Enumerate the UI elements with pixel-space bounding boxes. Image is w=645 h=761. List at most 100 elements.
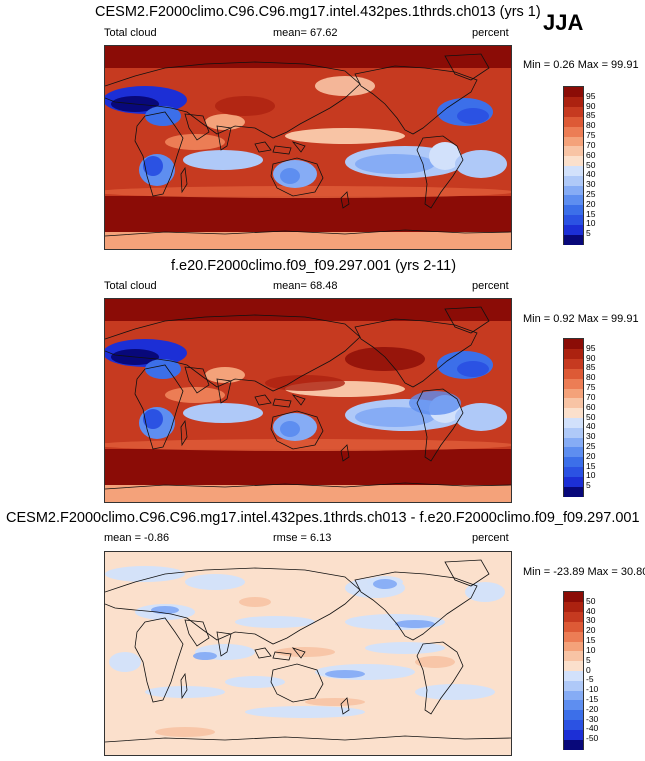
- colorbar-swatch: [564, 185, 583, 196]
- colorbar-swatch: [564, 437, 583, 448]
- colorbar-tick-label: 50: [586, 595, 596, 606]
- panel-3-title: CESM2.F2000climo.C96.C96.mg17.intel.432p…: [6, 510, 640, 526]
- panel-1-map: [104, 45, 512, 250]
- colorbar-tick-label: 30: [586, 615, 596, 626]
- colorbar-tick-label: 20: [586, 198, 596, 209]
- colorbar-swatch: [564, 368, 583, 379]
- colorbar-swatch: [564, 165, 583, 176]
- colorbar-tick-label: -40: [586, 723, 599, 734]
- panel-1-mean-label: mean= 67.62: [273, 27, 338, 39]
- colorbar-tick-label: 15: [586, 635, 596, 646]
- colorbar-swatch: [564, 224, 583, 235]
- panel-1-title: CESM2.F2000climo.C96.C96.mg17.intel.432p…: [95, 4, 541, 20]
- colorbar-swatch: [564, 407, 583, 418]
- colorbar-swatch: [564, 378, 583, 389]
- colorbar-swatch: [564, 145, 583, 157]
- colorbar-swatch: [564, 601, 583, 613]
- colorbar-tick-label: 85: [586, 110, 596, 121]
- colorbar-swatch: [564, 155, 583, 166]
- colorbar-tick-label: 70: [586, 139, 596, 150]
- panel-1-left-label: Total cloud: [104, 27, 157, 39]
- colorbar-tick-label: -15: [586, 693, 599, 704]
- colorbar-tick-label: 30: [586, 179, 596, 190]
- colorbar-swatch: [564, 87, 583, 98]
- colorbar-swatch: [564, 339, 583, 350]
- colorbar-swatch: [564, 690, 583, 701]
- colorbar-swatch: [564, 348, 583, 360]
- colorbar-swatch: [564, 719, 583, 730]
- colorbar-tick-label: 85: [586, 362, 596, 373]
- colorbar-tick-label: 80: [586, 120, 596, 131]
- colorbar-tick-label: 80: [586, 372, 596, 383]
- colorbar-tick-label: 40: [586, 605, 596, 616]
- colorbar-swatch: [564, 486, 583, 497]
- colorbar-tick-label: -50: [586, 733, 599, 744]
- colorbar-tick-label: 10: [586, 218, 596, 229]
- colorbar-tick-label: 60: [586, 401, 596, 412]
- colorbar-tick-label: -30: [586, 713, 599, 724]
- colorbar-swatch: [564, 234, 583, 245]
- colorbar-swatch: [564, 670, 583, 681]
- colorbar-swatch: [564, 650, 583, 662]
- colorbar-tick-label: 15: [586, 208, 596, 219]
- colorbar-swatch: [564, 476, 583, 487]
- colorbar-swatch: [564, 397, 583, 409]
- colorbar-swatch: [564, 456, 583, 468]
- colorbar-swatch: [564, 106, 583, 117]
- colorbar-swatch: [564, 631, 583, 642]
- colorbar-swatch: [564, 699, 583, 711]
- panel-3-mean-label: mean = -0.86: [104, 532, 170, 544]
- colorbar-tick-label: 5: [586, 654, 591, 665]
- colorbar-swatch: [564, 136, 583, 147]
- panel-2-minmax: Min = 0.92 Max = 99.91: [523, 313, 639, 325]
- panel-2-title: f.e20.F2000climo.f09_f09.297.001 (yrs 2-…: [171, 258, 457, 274]
- colorbar-tick-label: 5: [586, 228, 591, 239]
- colorbar-tick-label: 95: [586, 90, 596, 101]
- panel-3-map: [104, 551, 512, 756]
- panel-1-units-label: percent: [472, 27, 509, 39]
- panel-2-units-label: percent: [472, 280, 509, 292]
- panel-2-mean-label: mean= 68.48: [273, 280, 338, 292]
- panel-2-left-label: Total cloud: [104, 280, 157, 292]
- colorbar-tick-label: 90: [586, 352, 596, 363]
- colorbar-swatch: [564, 126, 583, 137]
- colorbar-tick-label: 70: [586, 391, 596, 402]
- colorbar-swatch: [564, 96, 583, 108]
- panel-3-colorbar: [563, 591, 584, 750]
- colorbar-tick-label: 30: [586, 431, 596, 442]
- colorbar-tick-label: 10: [586, 644, 596, 655]
- colorbar-swatch: [564, 611, 583, 622]
- colorbar-tick-label: 25: [586, 440, 596, 451]
- panel-3-units-label: percent: [472, 532, 509, 544]
- colorbar-tick-label: 0: [586, 664, 591, 675]
- panel-3-rmse-label: rmse = 6.13: [273, 532, 332, 544]
- colorbar-swatch: [564, 417, 583, 428]
- season-label: JJA: [543, 10, 584, 35]
- colorbar-tick-label: 95: [586, 342, 596, 353]
- colorbar-swatch: [564, 204, 583, 216]
- colorbar-tick-label: -5: [586, 674, 594, 685]
- colorbar-swatch: [564, 466, 583, 477]
- colorbar-tick-label: 40: [586, 169, 596, 180]
- colorbar-tick-label: 75: [586, 130, 596, 141]
- panel-2-colorbar: [563, 338, 584, 497]
- colorbar-swatch: [564, 709, 583, 721]
- colorbar-tick-label: 50: [586, 159, 596, 170]
- colorbar-tick-label: -10: [586, 684, 599, 695]
- colorbar-swatch: [564, 116, 583, 127]
- colorbar-tick-label: -20: [586, 703, 599, 714]
- colorbar-swatch: [564, 592, 583, 603]
- colorbar-swatch: [564, 358, 583, 369]
- colorbar-tick-label: 5: [586, 480, 591, 491]
- panel-2-map: [104, 298, 512, 503]
- colorbar-swatch: [564, 729, 583, 740]
- colorbar-tick-label: 20: [586, 450, 596, 461]
- colorbar-swatch: [564, 388, 583, 399]
- panel-1-colorbar: [563, 86, 584, 245]
- colorbar-swatch: [564, 660, 583, 671]
- colorbar-tick-label: 20: [586, 625, 596, 636]
- colorbar-tick-label: 15: [586, 460, 596, 471]
- colorbar-swatch: [564, 680, 583, 691]
- colorbar-tick-label: 10: [586, 470, 596, 481]
- colorbar-swatch: [564, 214, 583, 225]
